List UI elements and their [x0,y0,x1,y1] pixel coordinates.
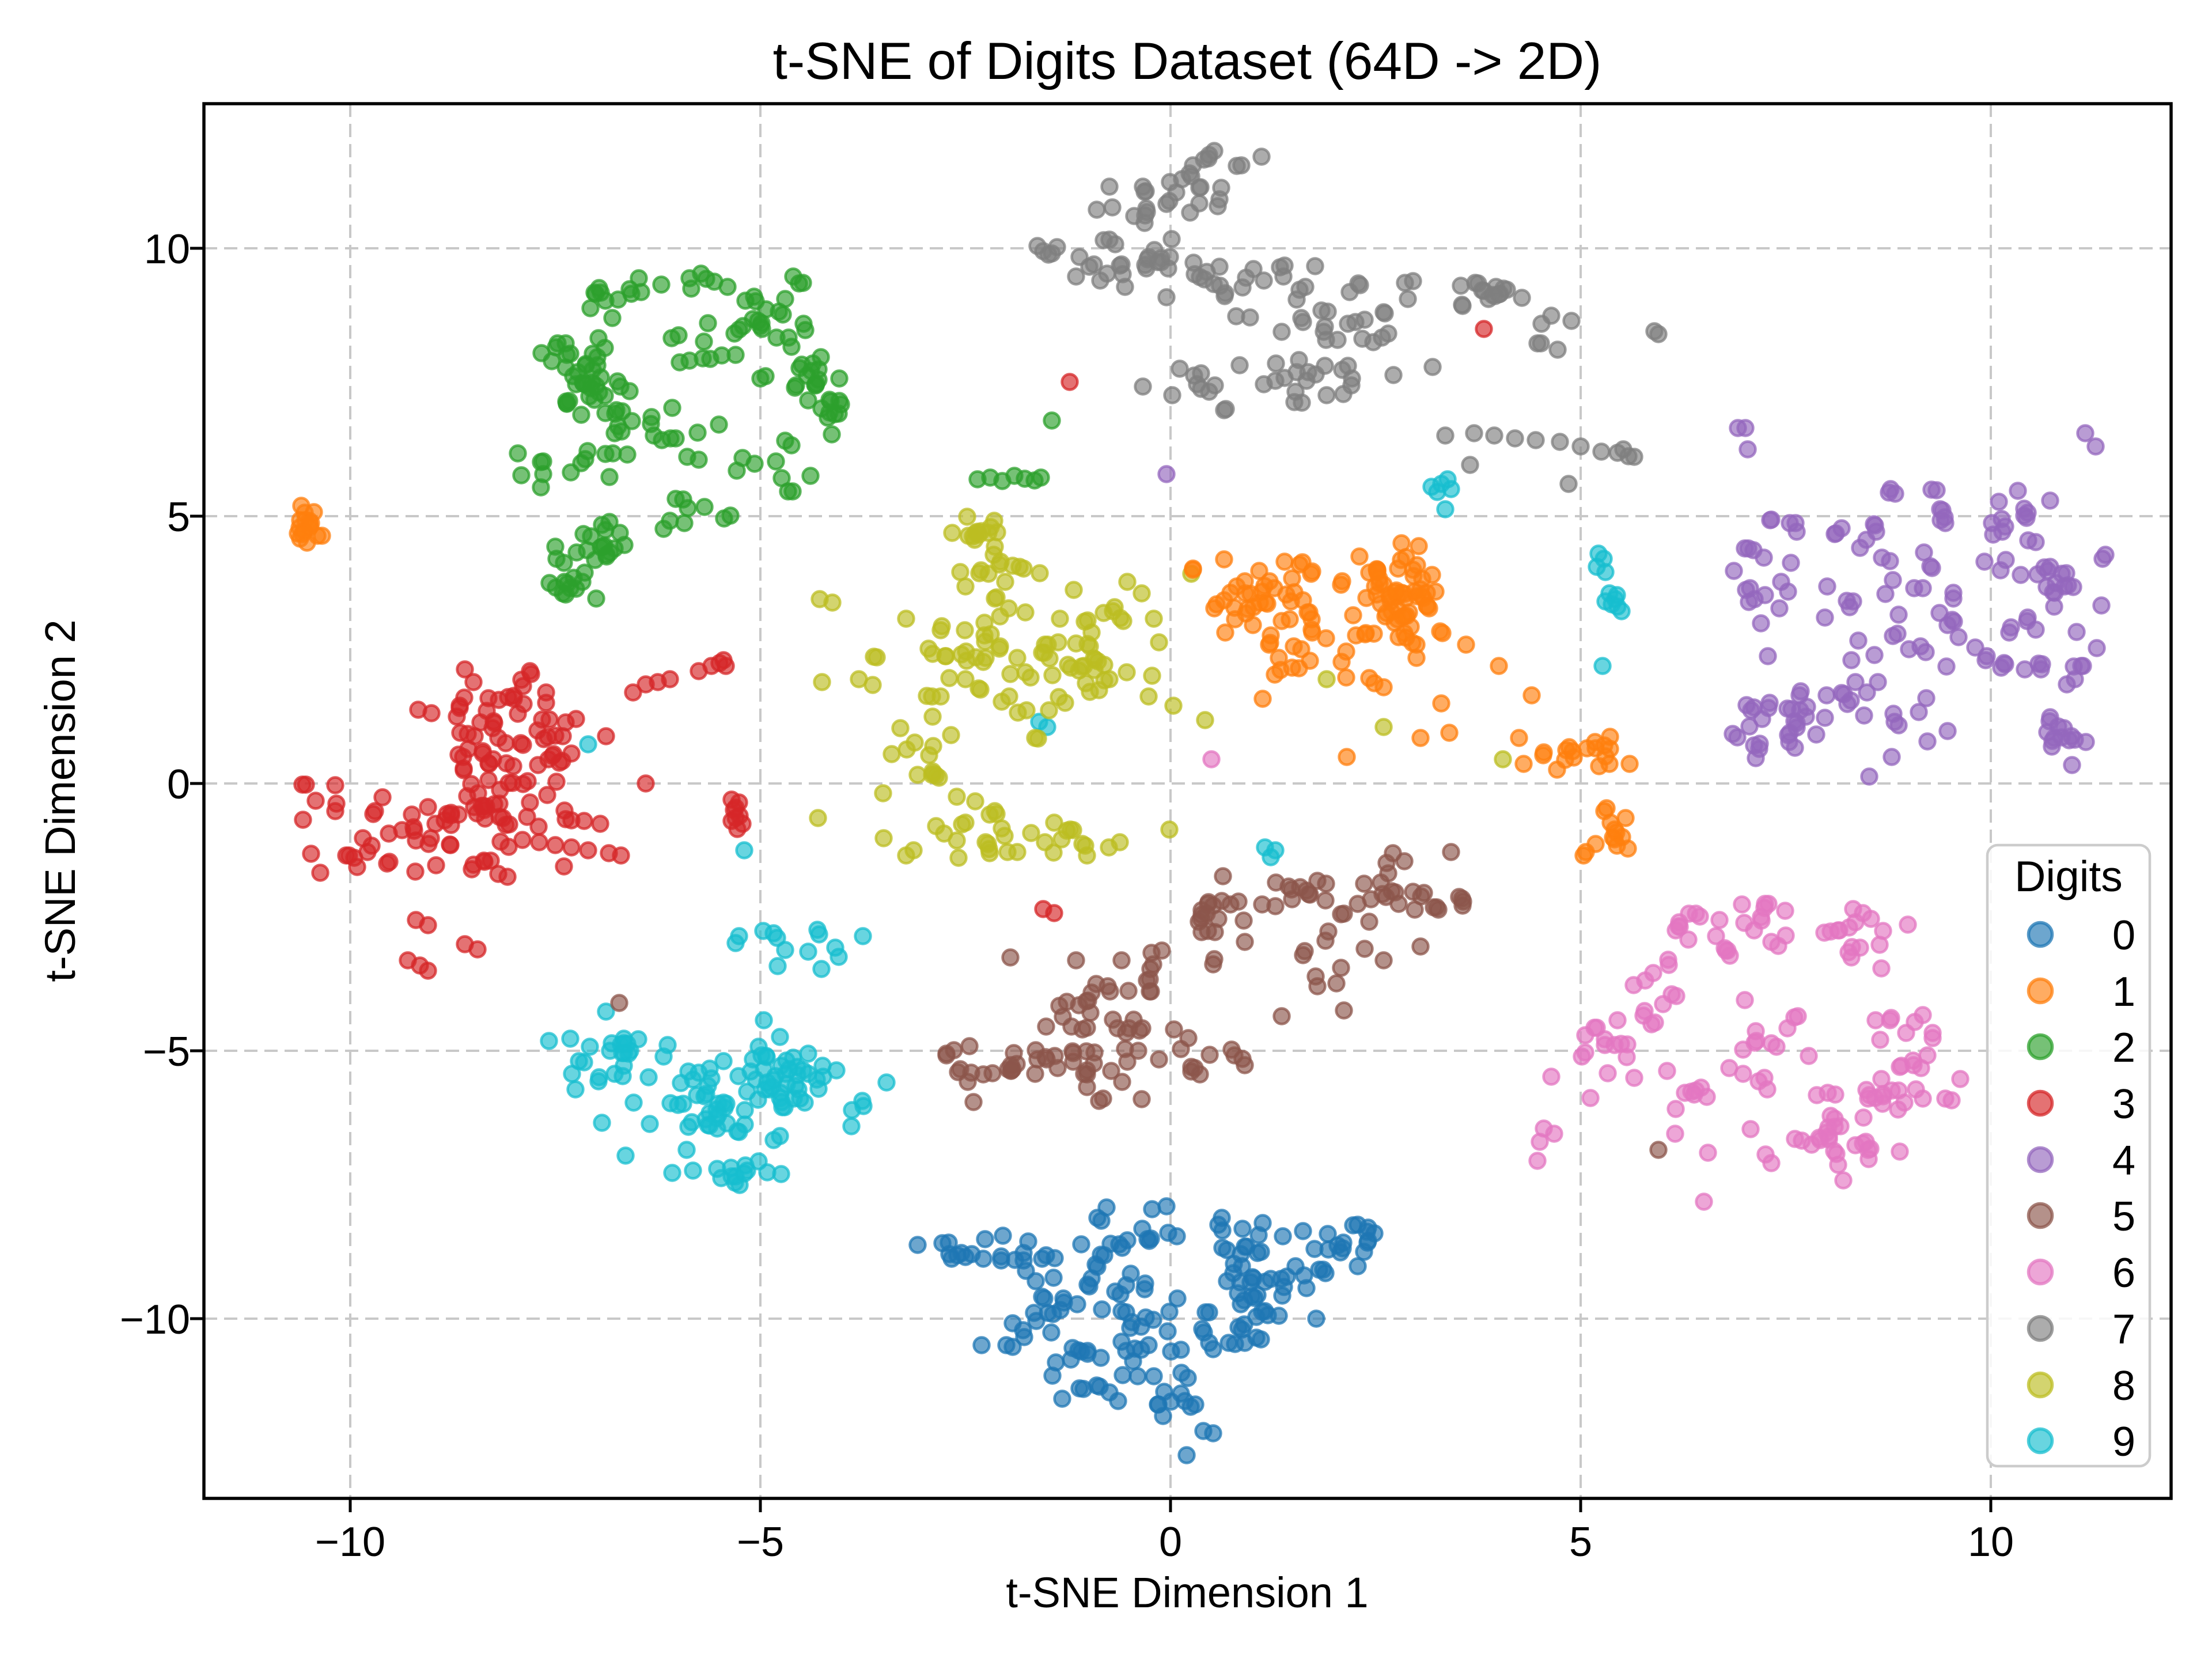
svg-text:0: 0 [1159,1519,1182,1565]
svg-text:0: 0 [2112,913,2135,959]
svg-text:t-SNE Dimension 2: t-SNE Dimension 2 [36,619,84,982]
svg-text:6: 6 [2112,1250,2135,1296]
svg-text:3: 3 [2112,1081,2135,1127]
svg-text:Digits: Digits [2014,852,2123,900]
svg-text:0: 0 [167,762,190,808]
svg-text:5: 5 [167,494,190,540]
svg-text:7: 7 [2112,1307,2135,1353]
svg-text:5: 5 [1569,1519,1592,1565]
svg-text:1: 1 [2112,969,2135,1015]
svg-text:−5: −5 [143,1029,190,1075]
svg-text:10: 10 [1968,1519,2014,1565]
svg-text:t-SNE of Digits Dataset (64D -: t-SNE of Digits Dataset (64D -> 2D) [773,32,1602,90]
svg-text:−10: −10 [120,1297,190,1343]
svg-text:4: 4 [2112,1138,2135,1184]
svg-text:−5: −5 [737,1519,784,1565]
svg-text:t-SNE Dimension 1: t-SNE Dimension 1 [1006,1569,1368,1616]
svg-text:8: 8 [2112,1363,2135,1409]
svg-text:9: 9 [2112,1419,2135,1465]
svg-text:−10: −10 [315,1519,385,1565]
svg-text:2: 2 [2112,1025,2135,1071]
svg-text:5: 5 [2112,1194,2135,1240]
svg-text:10: 10 [144,226,190,272]
